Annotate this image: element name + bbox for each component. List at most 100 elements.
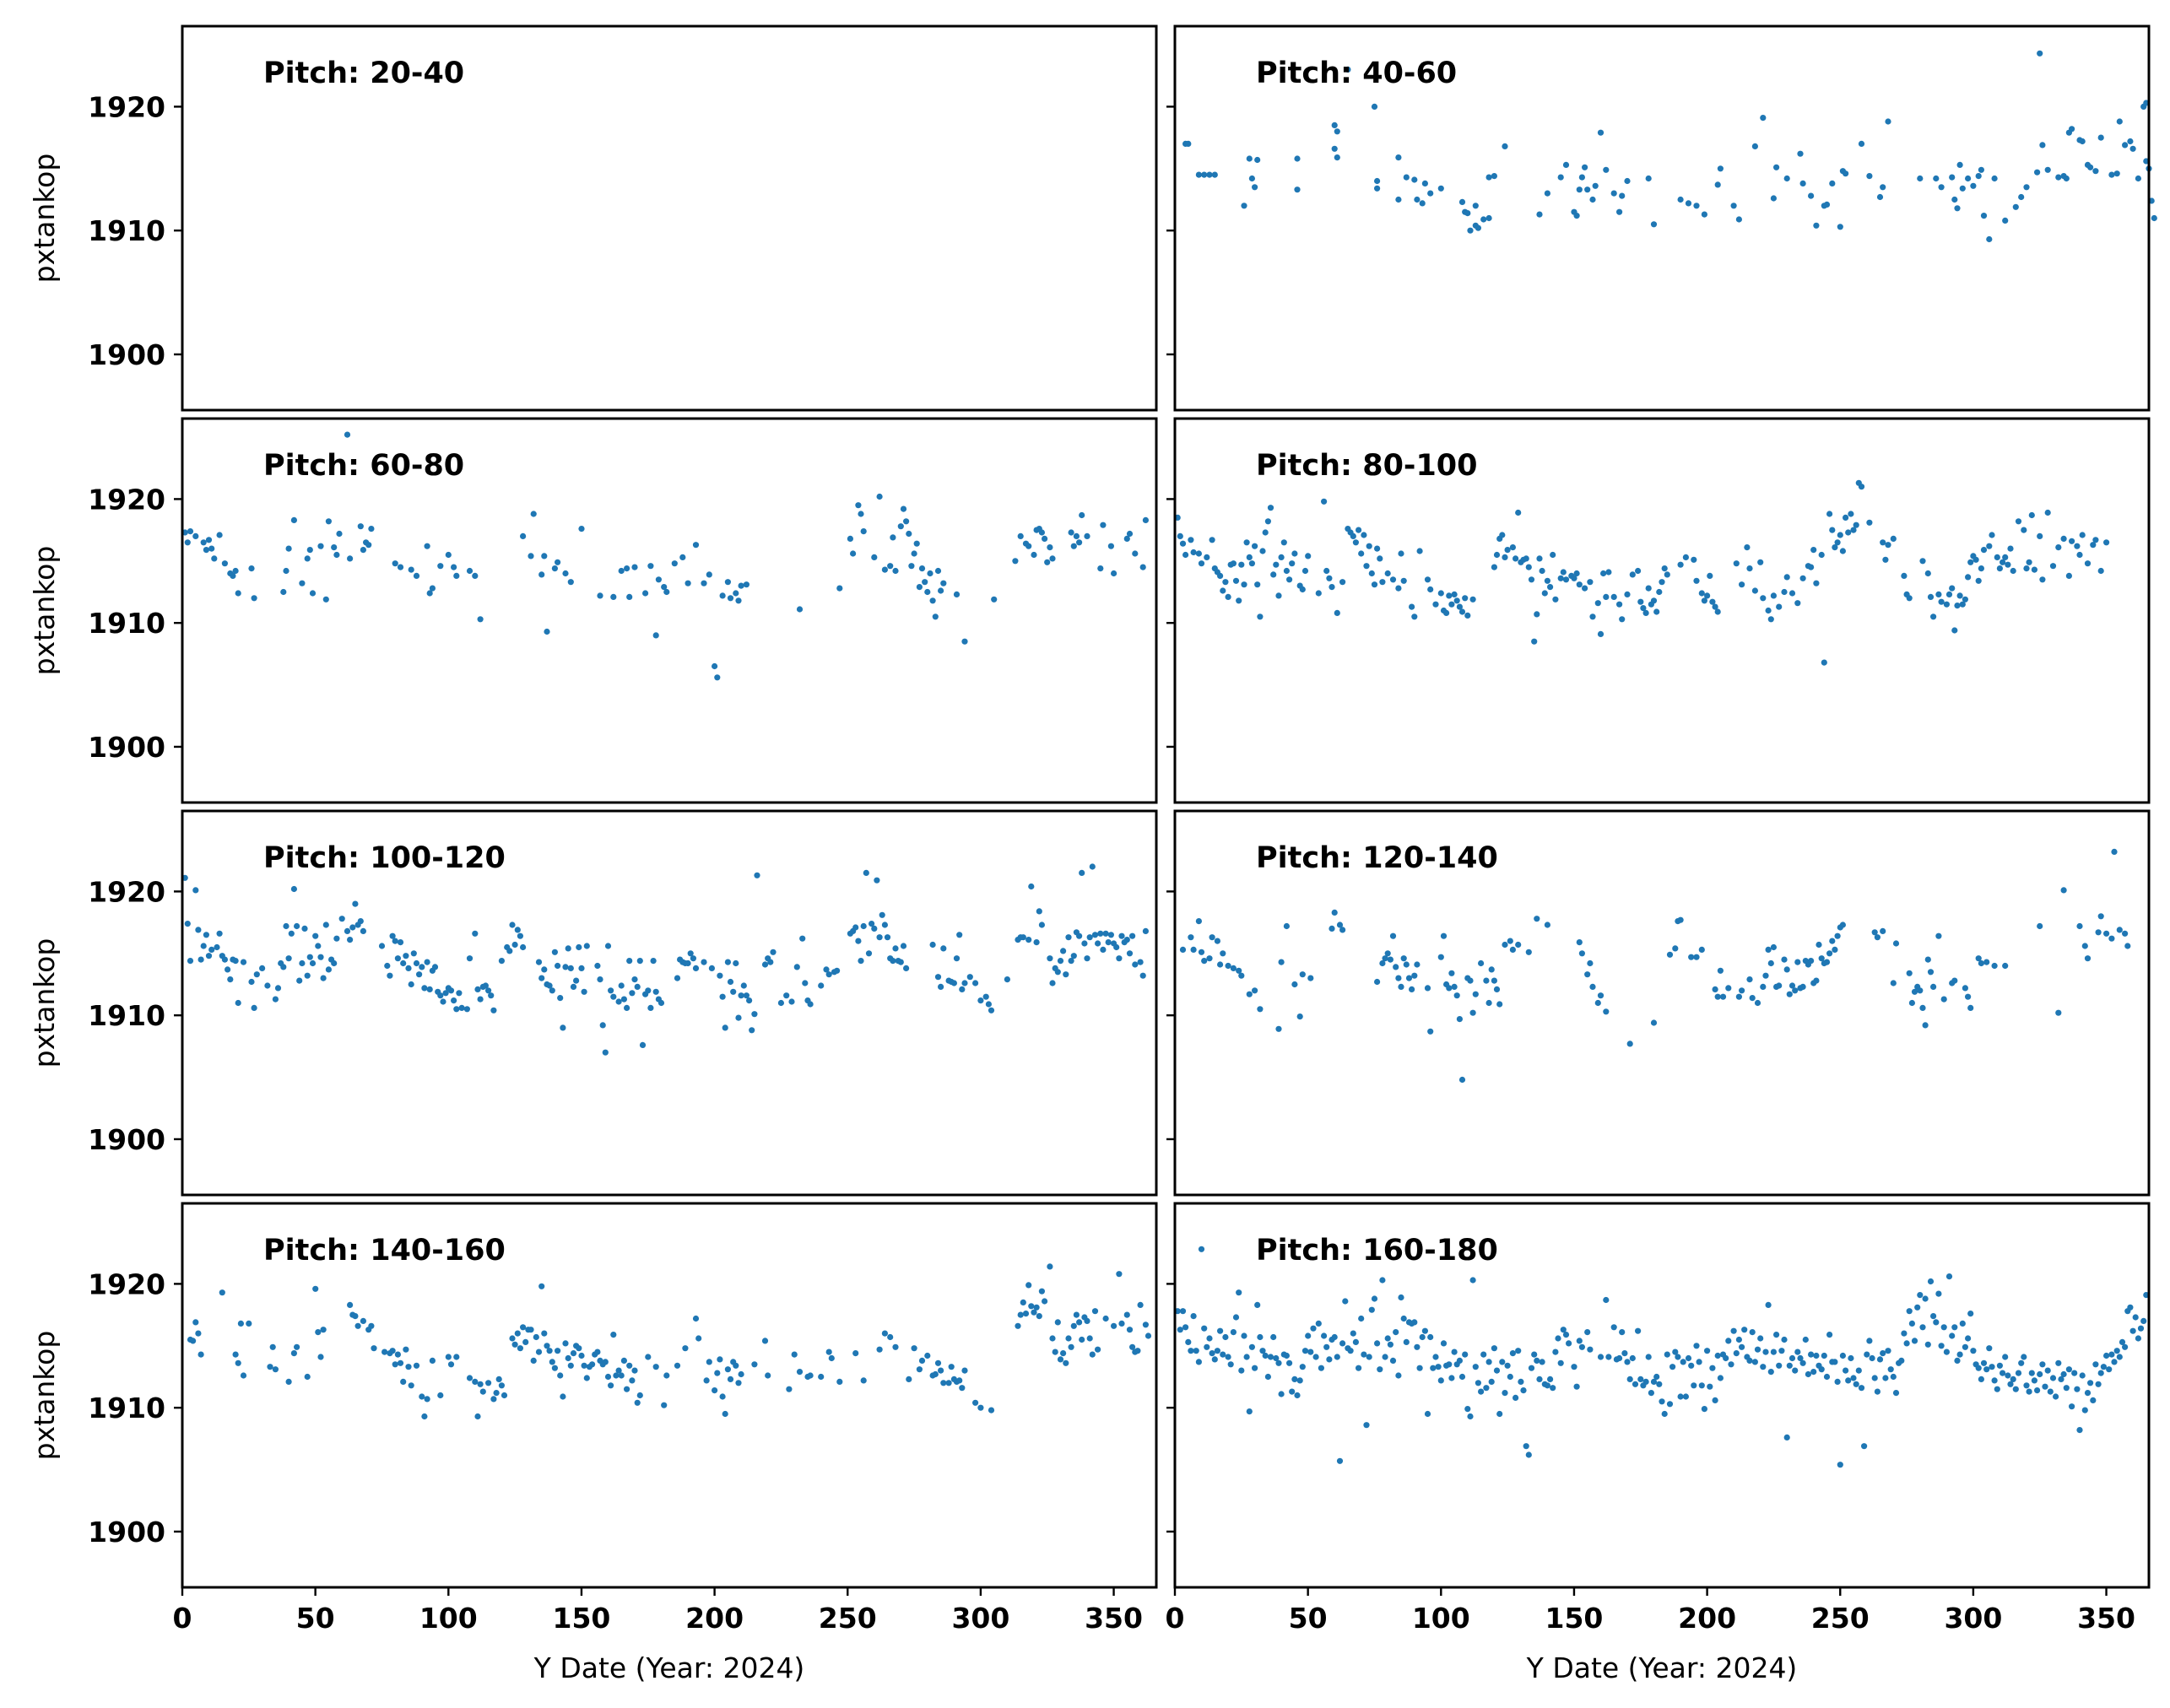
data-point xyxy=(2007,545,2014,552)
data-point xyxy=(259,965,266,971)
data-point xyxy=(847,535,854,543)
data-point xyxy=(1491,1345,1497,1352)
data-point xyxy=(761,961,769,968)
panel-4: Pitch: 80-100 xyxy=(1166,417,2151,804)
data-point xyxy=(1424,576,1431,583)
data-point xyxy=(1589,613,1596,620)
data-point xyxy=(1978,166,1984,173)
data-point xyxy=(440,998,446,1005)
data-point xyxy=(674,975,681,981)
data-point xyxy=(1222,1333,1229,1341)
data-point xyxy=(357,523,364,530)
data-point xyxy=(1848,511,1854,517)
data-point xyxy=(498,1382,506,1389)
data-point xyxy=(368,526,375,532)
data-point xyxy=(2007,1381,2014,1387)
data-point xyxy=(932,613,939,620)
data-point xyxy=(900,943,907,949)
data-point xyxy=(724,579,732,586)
data-point xyxy=(555,559,561,565)
data-point xyxy=(825,971,832,978)
data-point xyxy=(746,997,753,1004)
data-point xyxy=(719,1393,726,1400)
data-point xyxy=(2069,538,2075,544)
data-point xyxy=(1765,1301,1772,1308)
data-point xyxy=(1017,1311,1024,1318)
data-point xyxy=(1773,1332,1780,1338)
data-point xyxy=(1965,1335,1972,1342)
data-point xyxy=(1182,551,1189,559)
data-point xyxy=(1712,986,1718,992)
data-point xyxy=(2065,1366,2072,1373)
data-point xyxy=(1965,993,1972,1000)
data-point xyxy=(1760,115,1767,122)
data-point xyxy=(1296,1377,1303,1384)
data-point xyxy=(413,572,420,580)
data-point xyxy=(1424,1410,1431,1418)
data-point xyxy=(1669,1364,1676,1370)
data-point xyxy=(1959,601,1966,608)
data-point xyxy=(717,972,723,979)
data-point xyxy=(1499,532,1506,538)
data-point xyxy=(1719,993,1727,1000)
data-point xyxy=(1301,567,1309,575)
data-point xyxy=(1209,537,1215,543)
data-point xyxy=(985,1001,992,1008)
x-tick-label: 250 xyxy=(1811,1602,1870,1635)
data-point xyxy=(1983,959,1990,965)
panel-frame xyxy=(1173,809,2151,1197)
data-point xyxy=(1443,609,1450,617)
y-tick-label: 1910 xyxy=(88,214,165,247)
data-point xyxy=(1238,1367,1245,1374)
data-point xyxy=(1949,174,1956,181)
data-point xyxy=(472,572,479,580)
data-point xyxy=(1954,1357,1961,1364)
data-point xyxy=(1472,1364,1479,1370)
data-point xyxy=(706,571,712,578)
data-point xyxy=(887,563,894,570)
data-point xyxy=(1589,983,1596,990)
data-point xyxy=(1254,156,1261,164)
data-point xyxy=(1754,1346,1761,1353)
data-point xyxy=(1448,601,1455,608)
data-point xyxy=(1642,1378,1649,1385)
data-point xyxy=(1283,567,1290,575)
panel-title: Pitch: 140-160 xyxy=(263,1234,506,1267)
data-point xyxy=(631,976,638,983)
data-point xyxy=(1395,196,1402,203)
data-point xyxy=(1065,1335,1072,1342)
data-point xyxy=(1906,1308,1913,1315)
data-point xyxy=(1347,1348,1354,1354)
data-point xyxy=(652,632,659,639)
data-point xyxy=(1462,1351,1469,1358)
y-tick-label: 1900 xyxy=(88,731,165,764)
data-point xyxy=(1248,1343,1255,1350)
data-point xyxy=(2021,1354,2027,1360)
data-point xyxy=(1321,498,1328,505)
data-point xyxy=(1989,1364,1995,1370)
data-point xyxy=(1091,932,1099,938)
data-point xyxy=(1544,922,1550,928)
data-point xyxy=(2079,138,2086,145)
data-point xyxy=(2002,217,2009,224)
data-point xyxy=(1267,1354,1274,1360)
data-point xyxy=(1079,869,1085,876)
data-point xyxy=(1885,542,1891,549)
data-point xyxy=(1036,908,1042,915)
data-point xyxy=(387,972,393,979)
data-point xyxy=(1389,1357,1397,1364)
data-point xyxy=(1060,948,1067,954)
data-point xyxy=(1257,1006,1264,1013)
data-point xyxy=(1345,66,1351,73)
data-point xyxy=(560,1024,566,1031)
data-point xyxy=(408,1382,414,1389)
data-point xyxy=(1299,971,1306,978)
data-point xyxy=(1049,980,1056,986)
data-point xyxy=(581,1362,587,1369)
y-axis-label: pxtankop xyxy=(28,154,61,284)
data-point xyxy=(576,1345,582,1352)
data-point xyxy=(1217,1327,1224,1334)
data-point xyxy=(1603,593,1610,601)
data-point xyxy=(1619,192,1626,199)
data-point xyxy=(594,962,601,970)
